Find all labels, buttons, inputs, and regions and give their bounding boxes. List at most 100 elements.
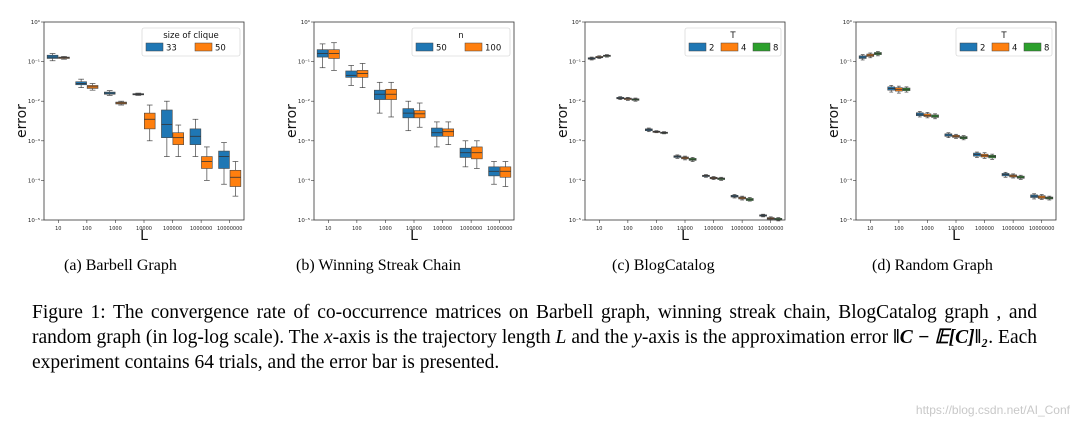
- caption-label: Figure 1:: [32, 302, 106, 323]
- x-tick-label: 10: [596, 226, 602, 232]
- caption-text-4: -axis is the approximation error: [641, 327, 889, 348]
- box-body: [161, 109, 173, 138]
- box-2-1000000: [730, 194, 739, 199]
- box-4-100: [895, 85, 903, 94]
- subcaption-d: (d) Random Graph: [872, 257, 993, 274]
- legend-swatch: [688, 42, 707, 52]
- y-tick-label: 10⁻³: [569, 138, 581, 145]
- legend-label: 4: [741, 44, 746, 54]
- box-50-10000: [144, 104, 156, 142]
- x-tick-label: 1000000: [731, 226, 753, 232]
- figure-caption: Figure 1: The convergence rate of co-occ…: [32, 300, 1037, 375]
- y-tick-label: 10⁻⁵: [840, 217, 852, 224]
- caption-x-symbol: x: [323, 327, 333, 348]
- y-tick-label: 10⁻²: [298, 98, 310, 105]
- legend-label: 50: [215, 44, 226, 54]
- box-100-1000: [385, 81, 397, 118]
- x-tick-label: 1000: [921, 226, 934, 232]
- legend-swatch: [194, 42, 213, 52]
- box-100-100000: [442, 121, 455, 145]
- box-8-100: [631, 97, 640, 102]
- legend: size of clique 33 50: [141, 27, 241, 57]
- y-tick-label: 10⁰: [31, 19, 41, 26]
- x-axis-label: L: [681, 228, 689, 244]
- box-body: [499, 166, 512, 178]
- box-33-10: [46, 53, 59, 62]
- y-tick-label: 10⁻³: [298, 138, 310, 145]
- box-4-10000: [681, 155, 689, 161]
- x-tick-label: 10000: [677, 226, 693, 232]
- box-8-10000000: [774, 217, 783, 222]
- box-50-1000000: [459, 140, 472, 168]
- box-body: [201, 156, 213, 169]
- box-50-1000: [115, 100, 127, 106]
- box-100-1000000: [471, 140, 483, 169]
- x-tick-label: 100: [894, 226, 904, 232]
- legend-label: 4: [1012, 44, 1017, 54]
- legend-label: 2: [980, 44, 985, 54]
- box-2-10000000: [759, 213, 767, 218]
- chart-panel-1: 10⁻⁵ 10⁻⁴ 10⁻³ 10⁻² 10⁻¹ 10⁰ 10 100 1000 10000 100…: [14, 19, 245, 244]
- x-tick-label: 100000: [163, 226, 182, 232]
- x-tick-label: 10000000: [758, 226, 783, 232]
- box-2-100000: [973, 151, 981, 158]
- y-tick-label: 10⁻⁵: [28, 217, 40, 224]
- box-8-1000000: [745, 197, 754, 202]
- box-4-100000: [980, 152, 989, 159]
- x-axis-label: L: [952, 228, 960, 244]
- watermark: https://blog.csdn.net/AI_Conf: [915, 403, 1070, 417]
- x-tick-label: 1000: [379, 226, 392, 232]
- legend-box: [141, 27, 241, 57]
- caption-formula: ‖C − 𝔼[C]‖₂: [893, 327, 989, 348]
- y-tick-label: 10⁻⁴: [28, 177, 41, 184]
- box-2-10000: [673, 154, 682, 159]
- caption-text-3: and the: [571, 327, 629, 348]
- x-tick-label: 10: [55, 226, 61, 232]
- subcaption-a: (a) Barbell Graph: [64, 257, 177, 274]
- y-tick-label: 10⁻⁵: [298, 217, 310, 224]
- box-4-1000000: [738, 195, 746, 201]
- box-50-10000000: [229, 161, 242, 197]
- x-tick-label: 1000000: [460, 226, 482, 232]
- box-8-100: [902, 86, 911, 93]
- box-50-100: [86, 83, 99, 91]
- box-33-100: [75, 78, 87, 88]
- box-50-10: [58, 56, 70, 60]
- box-8-1000000: [1016, 174, 1025, 180]
- y-tick-label: 10⁻¹: [298, 59, 310, 66]
- box-50-10000: [402, 100, 415, 132]
- y-tick-label: 10⁻³: [28, 138, 40, 145]
- box-4-1000: [923, 112, 932, 119]
- box-4-10000000: [1037, 194, 1046, 200]
- x-tick-label: 10000: [948, 226, 964, 232]
- box-50-10000000: [488, 161, 500, 185]
- box-2-10000: [944, 132, 953, 139]
- legend-label: 50: [436, 44, 447, 54]
- box-8-10000: [959, 135, 968, 141]
- box-100-100: [356, 63, 369, 88]
- legend-swatch: [959, 42, 978, 52]
- subcaption-c: (c) BlogCatalog: [612, 257, 715, 274]
- y-tick-label: 10⁻²: [840, 98, 852, 105]
- x-tick-label: 1000: [109, 226, 122, 232]
- x-tick-label: 100000: [433, 226, 452, 232]
- box-100-10000000: [499, 161, 512, 187]
- box-4-10: [595, 55, 604, 59]
- legend-swatch: [752, 42, 771, 52]
- y-tick-label: 10⁰: [843, 19, 853, 26]
- y-tick-label: 10⁻⁵: [569, 217, 581, 224]
- box-4-100000: [709, 176, 718, 180]
- x-tick-label: 10: [867, 226, 873, 232]
- caption-text-2: -axis is the trajectory length: [332, 327, 551, 348]
- box-body: [431, 127, 443, 137]
- box-8-100000: [988, 153, 997, 160]
- box-33-10000: [132, 92, 145, 96]
- x-tick-label: 1000000: [190, 226, 212, 232]
- box-50-100000: [431, 121, 443, 148]
- y-tick-label: 10⁻²: [569, 98, 581, 105]
- box-4-10000: [952, 133, 960, 139]
- x-tick-label: 100: [623, 226, 633, 232]
- x-tick-label: 1000000: [1002, 226, 1024, 232]
- box-body: [189, 128, 202, 145]
